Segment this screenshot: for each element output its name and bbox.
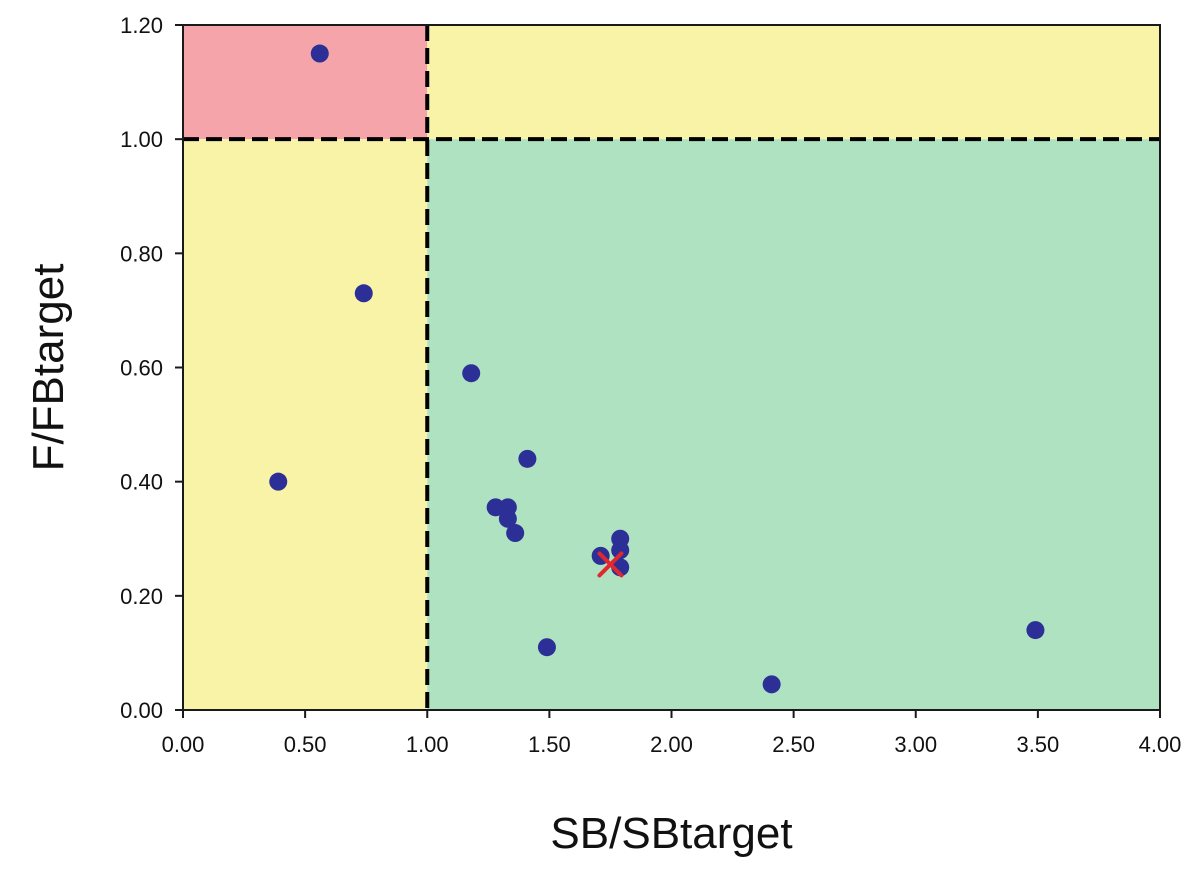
data-point-1: [354, 284, 373, 303]
x-axis-title: SB/SBtarget: [550, 809, 792, 858]
y-axis-ticks: 0.00 0.20 0.40 0.60 0.80 1.00 1.20: [120, 13, 183, 723]
data-point-2: [269, 472, 288, 491]
highlight-x-stroke-2: [597, 551, 624, 578]
data-point-3: [462, 364, 481, 383]
x-tick-label-3: 1.50: [528, 732, 571, 757]
data-point-14: [762, 675, 781, 694]
y-axis-title: F/FBtarget: [24, 264, 73, 472]
y-tick-label-0: 0.00: [120, 698, 163, 723]
x-axis-ticks: 0.00 0.50 1.00 1.50 2.00 2.50 3.00 3.50 4.00: [162, 710, 1182, 757]
reference-lines: [183, 25, 1160, 710]
quadrant-zone-1: [427, 25, 1160, 140]
y-tick-label-5: 1.00: [120, 127, 163, 152]
y-tick-label-2: 0.40: [120, 470, 163, 495]
data-point-13: [537, 638, 556, 657]
x-tick-label-2: 1.00: [406, 732, 449, 757]
y-tick-label-6: 1.20: [120, 13, 163, 38]
data-point-15: [1026, 621, 1045, 640]
quadrant-zone-3: [427, 139, 1160, 710]
x-tick-label-0: 0.00: [162, 732, 205, 757]
data-point-11: [611, 541, 630, 560]
x-tick-label-8: 4.00: [1139, 732, 1182, 757]
x-tick-label-6: 3.00: [894, 732, 937, 757]
data-point-8: [506, 524, 525, 543]
y-tick-label-4: 0.80: [120, 241, 163, 266]
data-point-0: [310, 44, 329, 63]
y-tick-label-3: 0.60: [120, 356, 163, 381]
x-tick-label-7: 3.50: [1016, 732, 1059, 757]
quadrant-zone-2: [183, 139, 428, 710]
x-tick-label-5: 2.50: [772, 732, 815, 757]
quadrant-zone-0: [183, 25, 428, 140]
highlight-marker: [597, 551, 624, 578]
y-tick-label-1: 0.20: [120, 584, 163, 609]
x-tick-label-1: 0.50: [284, 732, 327, 757]
data-point-7: [498, 509, 517, 528]
quadrant-zones: [183, 25, 1160, 710]
data-point-4: [518, 449, 537, 468]
x-tick-label-4: 2.00: [650, 732, 693, 757]
